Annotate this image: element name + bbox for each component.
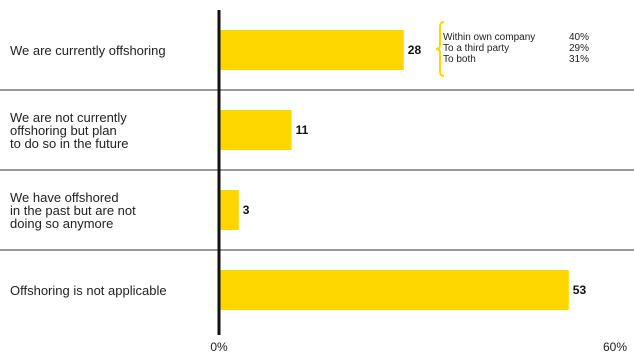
category-label: Offshoring is not applicable <box>10 282 167 298</box>
data-labels: 28 11 3 53 <box>243 43 587 297</box>
category-label: We are not currently offshoring but plan… <box>10 109 129 151</box>
x-tick-labels: 0% 60% <box>210 340 627 354</box>
x-tick-label: 0% <box>210 340 228 354</box>
row-separators <box>0 89 634 251</box>
annotation-label: Within own company <box>443 32 536 43</box>
bar <box>219 110 292 150</box>
annotation-label: To both <box>443 54 476 65</box>
breakdown-annotation: Within own company 40% To a third party … <box>443 32 589 65</box>
annotation-value: 29% <box>568 43 589 54</box>
bar <box>219 30 404 70</box>
bar <box>219 270 569 310</box>
bar-value-label: 28 <box>408 43 422 57</box>
bar-value-label: 3 <box>243 203 250 217</box>
annotation-value: 31% <box>568 54 589 65</box>
annotation-row: Within own company 40% <box>443 32 589 43</box>
bars <box>219 30 569 310</box>
annotation-row: To both 31% <box>443 54 589 65</box>
x-tick-label: 60% <box>603 340 627 354</box>
bar-value-label: 53 <box>573 283 587 297</box>
annotation-value: 40% <box>568 32 589 43</box>
category-label: We are currently offshoring <box>10 42 166 58</box>
annotation-row: To a third party 29% <box>443 43 589 54</box>
annotation-brace <box>435 21 445 77</box>
annotation-label: To a third party <box>443 43 510 54</box>
bar <box>219 190 239 230</box>
category-label: We have offshored in the past but are no… <box>10 189 136 231</box>
bar-value-label: 11 <box>296 123 309 137</box>
